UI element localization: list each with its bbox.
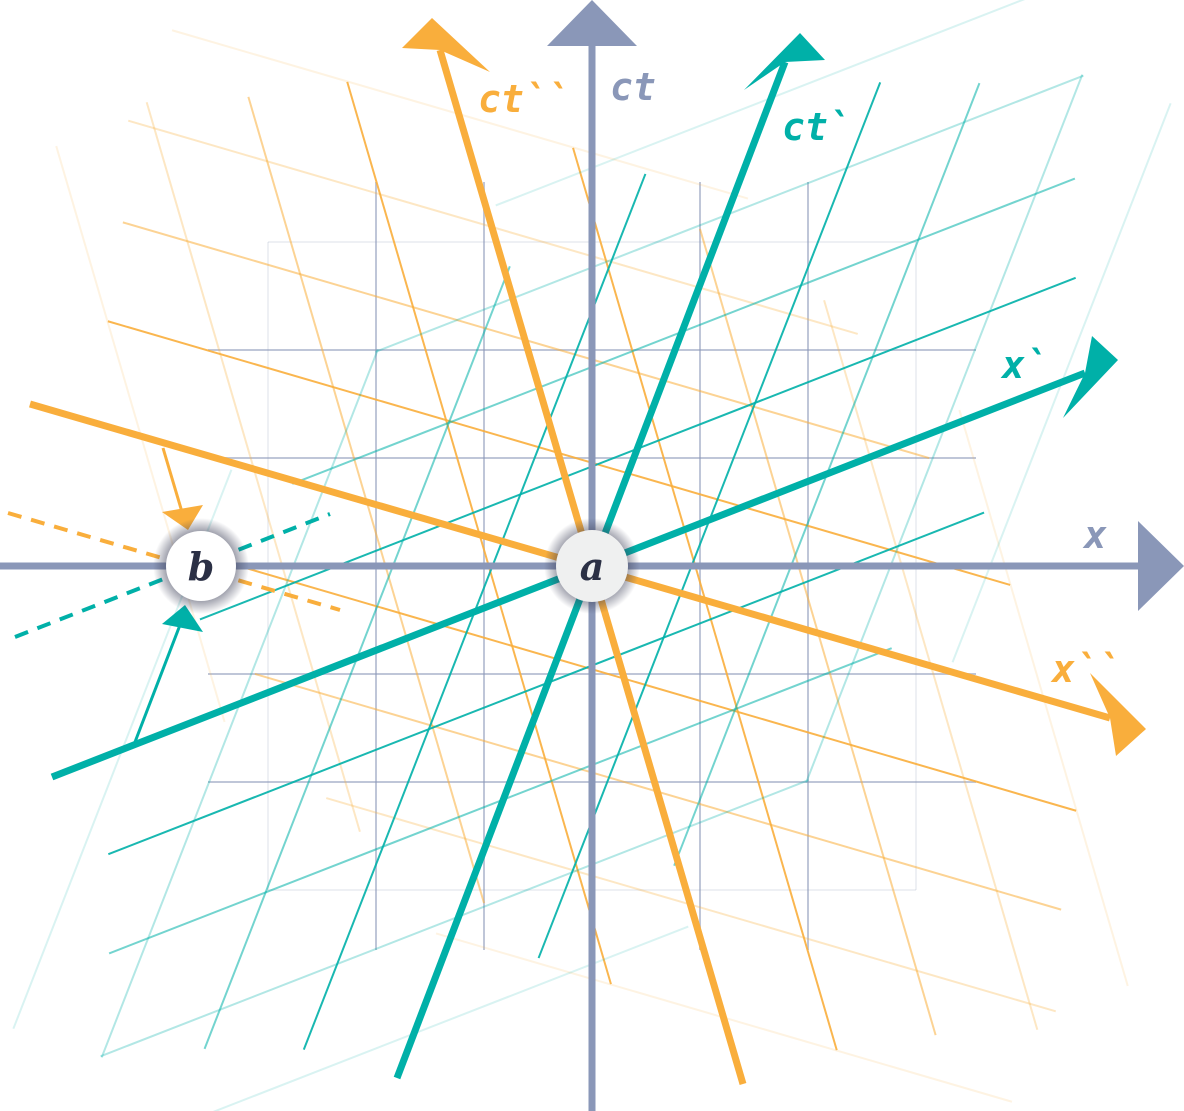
- event-b-label: b: [188, 544, 215, 589]
- event-a-label: a: [580, 544, 605, 589]
- event-b: b: [153, 518, 249, 614]
- ct-prime-label: ct`: [782, 105, 851, 149]
- ct-prime-arrow-icon: [744, 33, 825, 90]
- x-prime-label: x`: [1000, 343, 1048, 387]
- orange-projection-line: [161, 447, 184, 513]
- x-label: x: [1082, 513, 1107, 557]
- ct-double-prime-arrow-icon: [402, 18, 490, 72]
- x-axis-arrow-icon: [1138, 521, 1184, 611]
- teal-projection-arrow-icon: [162, 605, 203, 632]
- x-double-prime-arrow-icon: [1090, 673, 1146, 756]
- x-prime-arrow-icon: [1063, 336, 1118, 418]
- grid-teal-space-line: [212, 925, 689, 1111]
- ct-double-prime-label: ct``: [478, 77, 570, 121]
- event-a: a: [544, 518, 640, 614]
- ct-label: ct: [610, 65, 656, 109]
- teal-projection-line: [133, 624, 182, 743]
- orange-projection-arrow-icon: [162, 505, 203, 530]
- x-double-prime-label: x``: [1050, 647, 1121, 691]
- ct-axis-arrow-icon: [547, 0, 637, 46]
